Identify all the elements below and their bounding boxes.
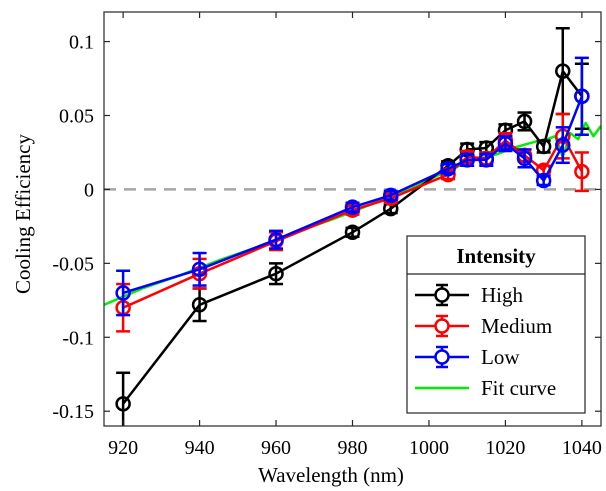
error-bar-medium xyxy=(574,151,589,193)
x-tick-label: 980 xyxy=(338,437,368,459)
error-bar-low xyxy=(192,251,207,287)
y-tick-label: 0 xyxy=(84,179,94,201)
data-point-low xyxy=(440,160,456,177)
x-axis-title: Wavelength (nm) xyxy=(258,463,404,487)
data-point-low xyxy=(382,187,399,204)
y-tick-label: -0.15 xyxy=(52,401,94,423)
data-point-low xyxy=(344,199,361,215)
error-bar-low xyxy=(555,126,570,165)
y-tick-label: 0.05 xyxy=(59,106,94,128)
legend-label-high: High xyxy=(481,283,524,307)
legend-label-fit-curve: Fit curve xyxy=(481,376,556,400)
data-point-high xyxy=(191,297,208,313)
y-tick-label: -0.1 xyxy=(62,327,94,349)
data-point-low xyxy=(115,285,131,301)
legend-swatch-marker xyxy=(434,287,450,303)
data-point-low xyxy=(191,261,208,278)
x-tick-label: 920 xyxy=(108,437,138,459)
axes: 920 940 960 980 1000 1020 1040 -0.15 -0.1 -0.05 0 0… xyxy=(52,11,602,459)
legend-entry-high: High xyxy=(415,283,524,307)
error-bar-high xyxy=(555,27,570,116)
data-point-high xyxy=(516,113,533,130)
legend-label-medium: Medium xyxy=(481,314,552,338)
legend-swatch-marker xyxy=(434,349,450,365)
data-point-low xyxy=(497,135,514,152)
x-tick-label: 940 xyxy=(185,437,215,459)
plot-area xyxy=(104,27,601,426)
error-bar-low xyxy=(116,269,131,317)
data-point-high xyxy=(535,138,552,155)
data-point-low xyxy=(459,152,475,168)
legend-entry-low: Low xyxy=(415,345,520,369)
data-point-high xyxy=(344,224,361,241)
data-point-low xyxy=(516,150,533,167)
y-tick-label: 0.1 xyxy=(69,32,94,54)
x-tick-label: 1000 xyxy=(409,437,449,459)
legend-label-low: Low xyxy=(481,345,520,369)
legend-title: Intensity xyxy=(456,244,536,268)
y-axis-title: Cooling Efficiency xyxy=(11,134,35,294)
error-bar-low xyxy=(574,56,589,136)
legend-entry-fit-curve: Fit curve xyxy=(415,376,556,400)
data-point-low xyxy=(535,172,552,189)
data-point-low xyxy=(574,88,590,105)
data-point-low xyxy=(268,231,284,248)
series-low xyxy=(115,56,590,317)
data-point-low xyxy=(478,152,495,168)
error-bar-high xyxy=(192,287,207,323)
data-point-high xyxy=(115,396,131,412)
x-tick-label: 960 xyxy=(261,437,291,459)
x-tick-label: 1040 xyxy=(562,437,602,459)
plot-content xyxy=(104,27,601,426)
data-point-high xyxy=(268,265,284,282)
legend-swatch-marker xyxy=(434,318,450,334)
legend: Intensity High Medium Low Fit curve xyxy=(406,235,586,414)
data-point-high xyxy=(555,63,571,79)
data-point-medium xyxy=(574,163,590,180)
data-point-low xyxy=(555,137,571,153)
y-tick-label: -0.05 xyxy=(52,253,94,275)
legend-entry-medium: Medium xyxy=(415,314,552,338)
x-tick-label: 1020 xyxy=(485,437,525,459)
